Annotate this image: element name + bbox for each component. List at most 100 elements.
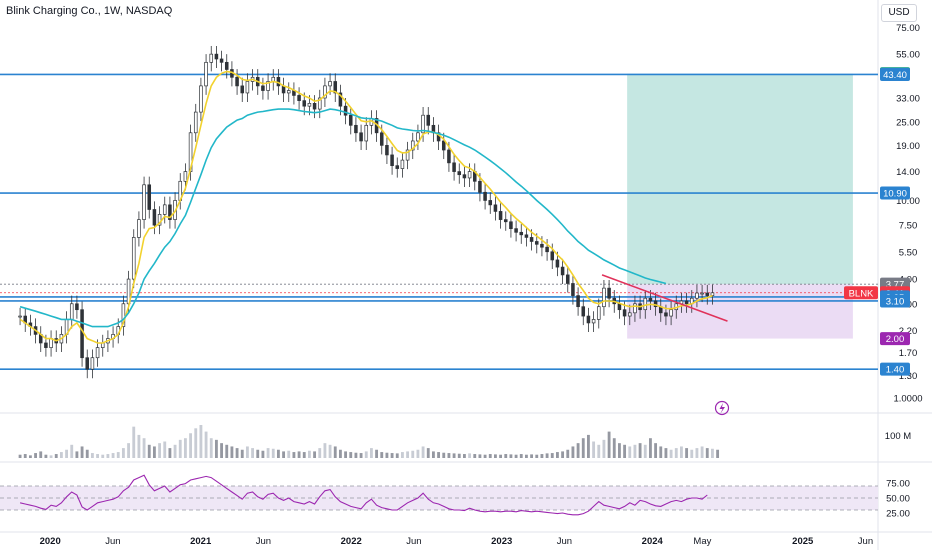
candle-body xyxy=(545,246,549,253)
candle-body xyxy=(338,92,343,107)
volume-bar xyxy=(214,439,218,458)
volume-bar xyxy=(44,454,48,458)
price-tag xyxy=(880,67,910,81)
candle-body xyxy=(498,211,503,220)
candle-body xyxy=(447,149,451,164)
candle-body xyxy=(509,221,513,229)
price-tick-label: 1.0000 xyxy=(893,394,922,405)
candle-body xyxy=(586,315,591,324)
candle-body xyxy=(478,180,482,193)
candle-body xyxy=(266,81,270,91)
volume-bar xyxy=(49,455,53,458)
time-tick-label: 2025 xyxy=(792,536,814,547)
price-tag-label: 3.10 xyxy=(886,296,905,307)
candle-body xyxy=(653,300,658,308)
volume-bar xyxy=(571,446,575,458)
volume-bar xyxy=(612,438,616,458)
price-tick-label: 1.30 xyxy=(899,371,918,382)
candle-body xyxy=(416,132,420,142)
volume-bar xyxy=(158,443,161,458)
volume-bar xyxy=(545,453,549,458)
volume-bar xyxy=(147,444,151,458)
volume-bar xyxy=(199,425,203,458)
volume-bar xyxy=(587,434,590,458)
candle-body xyxy=(343,105,348,116)
volume-bar xyxy=(669,449,673,458)
candle-body xyxy=(669,309,673,317)
volume-bar xyxy=(592,441,596,458)
volume-bar xyxy=(385,452,389,458)
candle-body xyxy=(286,90,291,94)
candle-body xyxy=(467,171,472,179)
price-tag xyxy=(880,332,910,346)
candle-body xyxy=(524,234,529,238)
candle-body xyxy=(317,97,322,110)
volume-bar xyxy=(80,446,84,458)
volume-bar xyxy=(426,448,430,458)
price-tag-label: 3.77 xyxy=(886,280,905,291)
time-tick-label: Jun xyxy=(406,536,421,547)
candle-body xyxy=(121,303,126,327)
candle-body xyxy=(648,297,653,302)
volume-bar xyxy=(225,444,229,458)
candle-body xyxy=(555,259,560,268)
lightning-icon xyxy=(714,400,730,416)
time-tick-label: Jun xyxy=(105,536,120,547)
price-tick-label: 10.00 xyxy=(896,196,920,207)
volume-bar xyxy=(178,439,182,458)
volume-bar xyxy=(421,446,425,458)
candle-body xyxy=(633,303,637,314)
volume-bar xyxy=(54,454,58,458)
time-tick-label: May xyxy=(693,536,711,547)
candle-body xyxy=(622,309,627,317)
symbol-tag-label: BLNK xyxy=(849,288,874,299)
volume-bar xyxy=(680,446,683,458)
volume-bar xyxy=(152,446,156,458)
volume-bar xyxy=(576,443,580,458)
candle-body xyxy=(421,114,425,134)
candle-body xyxy=(426,114,431,126)
volume-bar xyxy=(251,448,255,458)
price-tag-label: 10.90 xyxy=(883,189,907,200)
candle-body xyxy=(483,191,487,201)
volume-bar xyxy=(90,453,94,458)
volume-bar xyxy=(447,453,451,458)
volume-bar xyxy=(163,441,167,458)
volume-bar xyxy=(700,446,704,458)
volume-bar xyxy=(111,453,115,458)
candle-body xyxy=(581,306,586,317)
candle-body xyxy=(488,200,493,206)
volume-bar xyxy=(685,448,689,458)
volume-bar xyxy=(23,454,27,458)
candle-body xyxy=(142,184,146,220)
stop-zone xyxy=(627,284,853,339)
volume-bar xyxy=(245,446,249,458)
rsi-tick-label: 25.00 xyxy=(886,509,910,520)
volume-bar xyxy=(39,451,43,458)
volume-bar xyxy=(416,449,420,458)
volume-bar xyxy=(509,454,513,458)
candle-body xyxy=(493,204,498,212)
price-tag xyxy=(880,186,910,200)
volume-bar xyxy=(550,453,554,458)
volume-bar xyxy=(494,454,497,458)
candle-body xyxy=(457,171,462,176)
candle-body xyxy=(297,95,301,101)
volume-bar xyxy=(674,448,678,458)
volume-bar xyxy=(121,448,125,458)
volume-bar xyxy=(28,455,32,458)
currency-selector[interactable]: USD xyxy=(881,4,917,22)
time-tick-label: 2022 xyxy=(341,536,362,547)
volume-bar xyxy=(705,448,709,458)
candle-body xyxy=(245,81,250,94)
volume-bar xyxy=(525,454,528,458)
candle-body xyxy=(348,114,353,126)
candle-body xyxy=(95,347,100,359)
volume-bar xyxy=(266,448,270,458)
volume-bar xyxy=(240,449,244,458)
volume-bar xyxy=(659,446,663,458)
volume-bar xyxy=(328,444,332,458)
volume-bar xyxy=(34,453,37,458)
volume-bar xyxy=(633,444,637,458)
